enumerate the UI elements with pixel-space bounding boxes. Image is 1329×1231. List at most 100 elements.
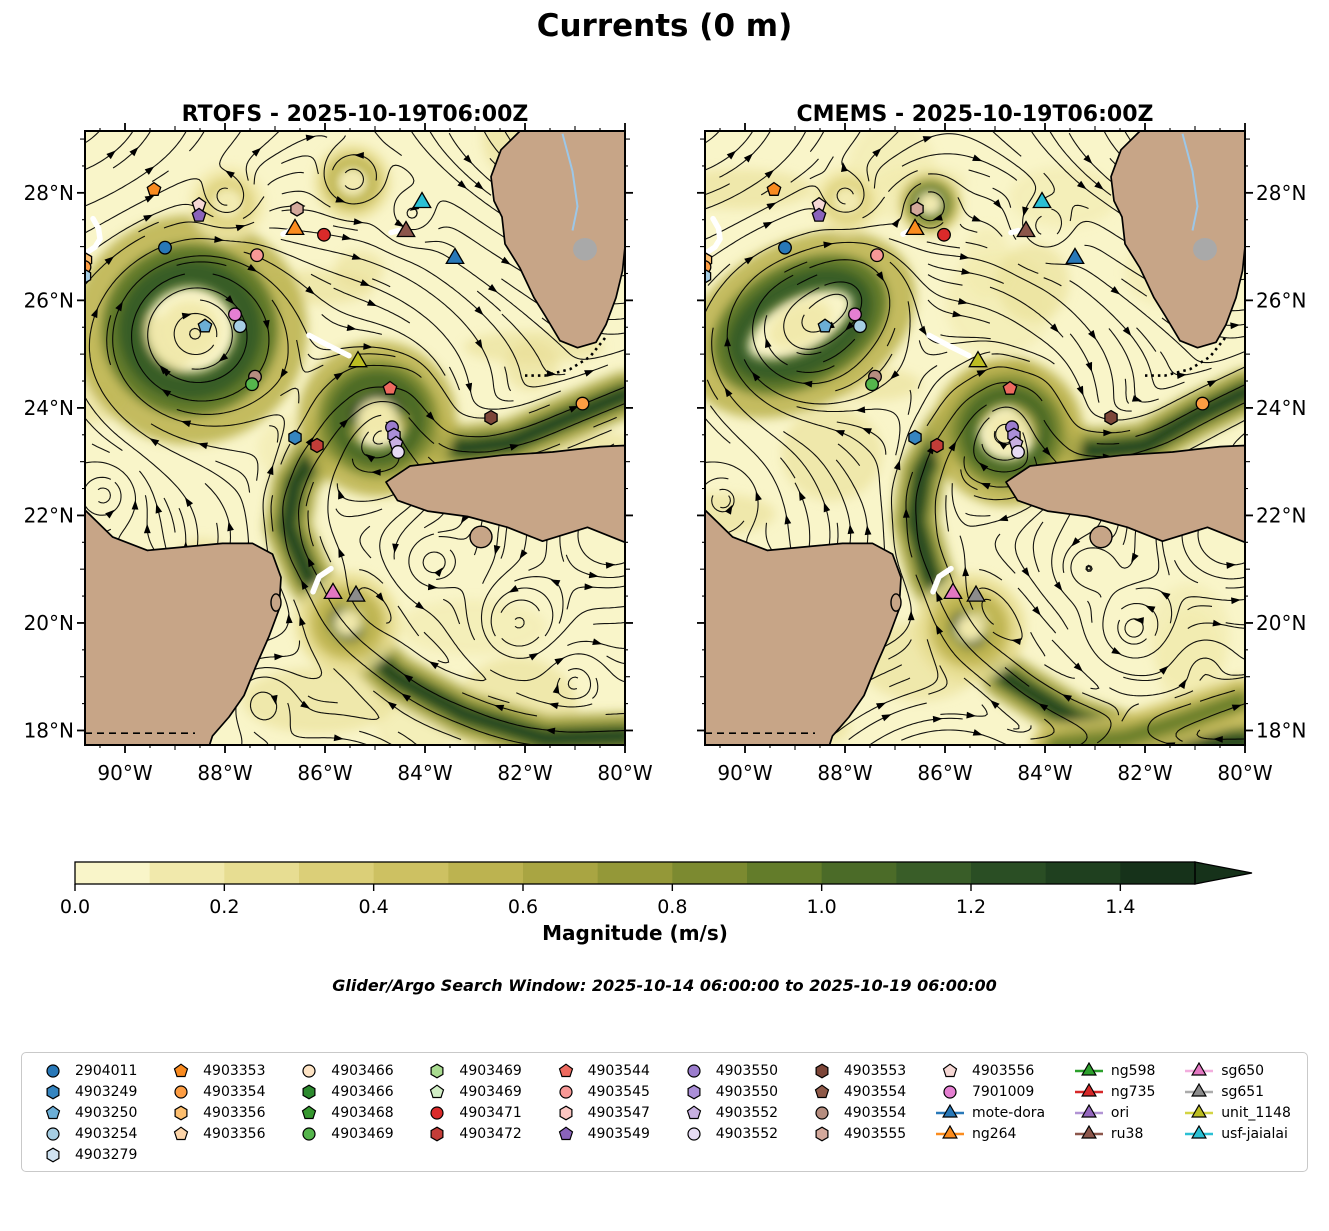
hexagon-marker-icon (174, 1105, 188, 1120)
legend-item-4903552: 4903552 (679, 1123, 778, 1144)
pentagon-marker-icon (558, 1125, 573, 1140)
legend-label: 4903468 (331, 1104, 394, 1121)
marker-mote-dora (1065, 247, 1085, 265)
legend-label: 4903469 (459, 1062, 522, 1079)
legend-item-4903553: 4903553 (807, 1060, 906, 1081)
lake-okeechobee (1193, 237, 1217, 261)
legend-label: 4903249 (75, 1083, 138, 1100)
lat-tick-label: 28°N (24, 181, 74, 205)
glider-tracks (705, 215, 1022, 595)
legend-label: 4903466 (331, 1062, 394, 1079)
colorbar-tick-label: 0.2 (209, 896, 239, 918)
legend-item-4903469: 4903469 (422, 1060, 522, 1081)
legend-item-4903469: 4903469 (422, 1081, 522, 1102)
marker-4903544 (382, 380, 398, 395)
legend-item-4903549: 4903549 (551, 1123, 650, 1144)
legend-item-usf-jaialai: usf-jaialai (1184, 1123, 1291, 1144)
marker-4903469 (865, 377, 879, 392)
circle-marker-icon (815, 1105, 829, 1120)
marker-4903553 (484, 409, 498, 426)
hexagon-marker-icon (46, 1147, 60, 1162)
legend-item-4903552: 4903552 (679, 1102, 778, 1123)
marker-4903545 (250, 248, 264, 263)
legend-item-4903356: 4903356 (166, 1123, 266, 1144)
marker-4903471 (317, 227, 331, 242)
legend-label: 4903354 (203, 1083, 266, 1100)
marker-4903472 (930, 437, 944, 454)
land-cuba (1005, 444, 1245, 544)
lat-tick-label: 28°N (1256, 181, 1306, 205)
lat-tick-label: 26°N (1256, 288, 1306, 312)
legend-label: 4903552 (715, 1125, 779, 1142)
pentagon-marker-icon (430, 1083, 445, 1098)
marker-sg651 (966, 584, 986, 602)
lake-okeechobee (573, 237, 597, 261)
hexagon-marker-icon (430, 1126, 444, 1141)
marker-4903354 (575, 396, 590, 411)
marker-4903555 (910, 201, 924, 217)
legend-column: 4903544 4903545 4903547 4903549 (551, 1060, 650, 1144)
marker-sg650 (323, 582, 343, 600)
lat-tick-label: 24°N (24, 396, 74, 420)
lat-tick-label: 26°N (24, 288, 74, 312)
marker-4903354 (1195, 396, 1210, 411)
marker-usf-jaialai (412, 191, 432, 209)
legend-item-ori: ori (1074, 1102, 1155, 1123)
florida-river (1181, 133, 1199, 231)
cozumel (270, 593, 282, 612)
colorbar-tick-label: 0.6 (508, 896, 538, 918)
legend-label: 4903544 (587, 1062, 650, 1079)
marker-4903353 (146, 181, 162, 196)
marker-4903472 (310, 437, 324, 454)
legend-item-4903471: 4903471 (422, 1102, 522, 1123)
legend-label: sg651 (1221, 1083, 1265, 1100)
legend-item-4903545: 4903545 (551, 1081, 650, 1102)
legend-label: 4903555 (843, 1125, 907, 1142)
marker-mote-dora (445, 247, 465, 265)
legend-item-unit_1148: unit_1148 (1184, 1102, 1291, 1123)
legend-item-4903550: 4903550 (679, 1060, 778, 1081)
colorbar-label: Magnitude (m/s) (542, 921, 728, 945)
marker-4903469 (245, 377, 259, 392)
legend-item-4903466: 4903466 (294, 1081, 394, 1102)
legend-label: 4903356 (203, 1125, 266, 1142)
triangle-marker-icon (1185, 1082, 1214, 1097)
land-masses (705, 131, 1245, 745)
map-panel-cmems: 90°W 88°W 86°W 84°W 82°W 80°W 28°N 26°N 24°N 22°N… (697, 123, 1306, 785)
legend-item-4903468: 4903468 (294, 1102, 394, 1123)
legend-item-4903254: 4903254 (38, 1123, 137, 1144)
triangle-marker-icon (1074, 1082, 1103, 1097)
glider-track-sg (310, 565, 334, 595)
legend-label: 4903356 (203, 1104, 266, 1121)
legend-item-4903556: 4903556 (935, 1060, 1045, 1081)
isla-juventud (469, 525, 493, 549)
triangle-marker-icon (935, 1103, 964, 1118)
marker-4903545 (870, 248, 884, 263)
colorbar-tick-label: 0.0 (60, 896, 90, 918)
legend-item-4903466: 4903466 (294, 1060, 394, 1081)
marker-4903552 (391, 445, 405, 459)
land-florida (490, 131, 625, 349)
triangle-marker-icon (1074, 1103, 1103, 1118)
triangle-marker-icon (1185, 1061, 1214, 1076)
legend-column: 4903556 7901009 mote-dora ng264 (935, 1060, 1045, 1144)
lon-tick-label: 80°W (1217, 761, 1272, 785)
hexagon-marker-icon (687, 1084, 701, 1099)
legend-box: 2904011 4903249 4903250 4903254 4903279 49033… (21, 1052, 1308, 1172)
marker-4903353 (766, 181, 782, 196)
map-panel-rtofs: 90°W 88°W 86°W 84°W 82°W 80°W 28°N 26°N 24°N 22°N… (24, 123, 653, 785)
glider-track-west (705, 215, 723, 256)
triangle-marker-icon (1074, 1124, 1103, 1139)
legend-column: 2904011 4903249 4903250 4903254 4903279 (38, 1060, 137, 1165)
lon-tick-label: 90°W (717, 761, 772, 785)
legend-label: 4903550 (715, 1062, 779, 1079)
marker-7901009 (228, 307, 242, 322)
legend-item-4903250: 4903250 (38, 1102, 137, 1123)
marker-sg650 (943, 582, 963, 600)
colorbar-tick-label: 1.0 (807, 896, 837, 918)
lon-tick-label: 86°W (917, 761, 972, 785)
legend-item-ng598: ng598 (1074, 1060, 1155, 1081)
marker-unit_1148 (968, 350, 988, 368)
marker-ru38 (1016, 220, 1036, 238)
